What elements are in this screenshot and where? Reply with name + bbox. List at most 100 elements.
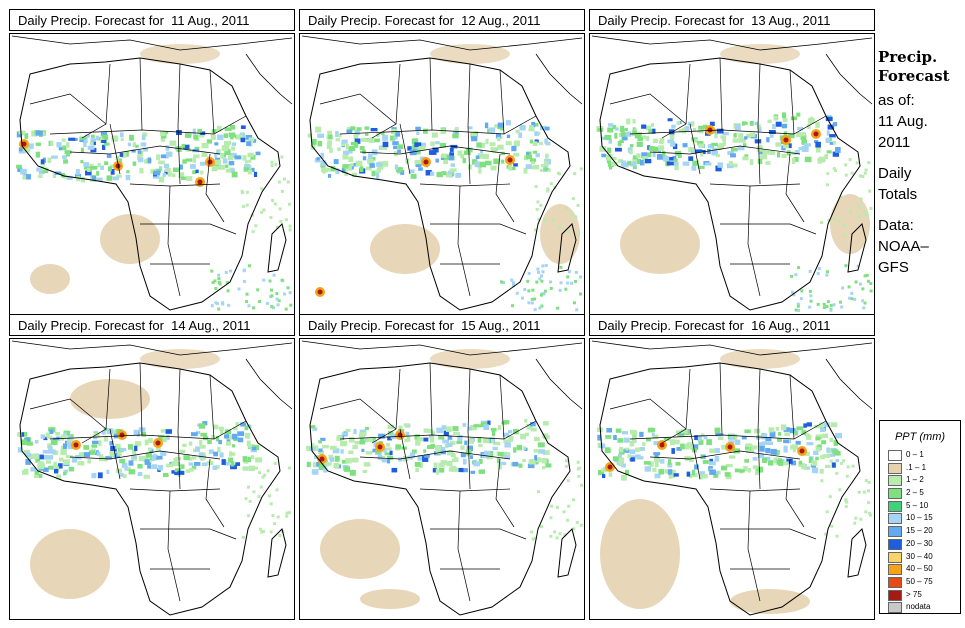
precip-cell: [711, 142, 718, 147]
precip-cell: [854, 280, 858, 284]
precip-cell: [837, 219, 841, 223]
dry-drizzle-area: [30, 529, 110, 599]
precip-cell: [527, 301, 531, 305]
precip-cell: [365, 166, 372, 171]
precip-cell: [214, 142, 219, 146]
precip-cell: [265, 301, 269, 305]
precip-cell: [237, 431, 245, 437]
precip-cell: [101, 430, 106, 435]
precip-cell: [739, 137, 746, 143]
precip-cell: [862, 490, 866, 494]
precip-cell: [742, 143, 747, 147]
precip-cell: [694, 464, 699, 470]
precip-cell: [142, 147, 149, 152]
precip-cell: [490, 146, 494, 152]
precip-cell: [515, 291, 519, 295]
country-border: [430, 223, 527, 235]
precip-cell: [797, 308, 801, 312]
precip-cell: [728, 440, 735, 444]
precip-cell: [667, 139, 674, 144]
precip-cell: [89, 141, 94, 146]
precip-cell: [664, 469, 669, 474]
precip-cell: [717, 436, 724, 440]
precip-cell: [91, 473, 97, 479]
precip-cell: [863, 274, 867, 278]
precip-cell: [83, 162, 89, 167]
precip-cell: [675, 462, 681, 466]
precip-cell: [240, 422, 246, 427]
precip-cell: [188, 462, 194, 466]
precip-cell: [766, 137, 770, 143]
precip-cell: [682, 143, 688, 148]
precip-cell: [767, 119, 772, 124]
precip-cell: [401, 446, 408, 450]
precip-cell: [315, 126, 322, 133]
precip-cell: [382, 134, 389, 141]
precip-cell: [535, 153, 540, 158]
precip-cell: [288, 228, 292, 232]
precip-cell: [680, 443, 685, 450]
dry-drizzle-area: [320, 519, 400, 579]
precip-cell: [770, 448, 777, 455]
precip-cell: [359, 146, 365, 151]
precip-cell: [430, 436, 435, 443]
precip-cell: [410, 149, 417, 156]
precip-cell: [848, 158, 852, 162]
precip-cell: [90, 138, 97, 144]
precip-cell: [531, 288, 535, 292]
precip-cell: [449, 148, 454, 153]
precip-cell: [446, 443, 453, 448]
precip-cell: [252, 306, 256, 310]
precip-cell: [149, 448, 154, 454]
precip-cell: [760, 154, 767, 160]
precip-cell: [732, 138, 740, 143]
precip-cell: [242, 466, 249, 471]
precip-cell: [409, 169, 415, 174]
precip-cell: [217, 280, 221, 284]
dry-drizzle-area: [600, 499, 680, 609]
precip-cell: [243, 166, 250, 172]
precip-cell: [499, 461, 507, 466]
precip-cell: [814, 140, 819, 144]
precip-cell: [475, 155, 480, 160]
country-border: [139, 57, 143, 131]
precip-cell: [278, 207, 282, 211]
precip-cell: [370, 128, 378, 132]
precip-cell: [255, 457, 263, 463]
precip-cell: [63, 472, 67, 476]
precip-cell: [501, 280, 505, 284]
precip-cell: [832, 303, 836, 307]
precip-cell: [792, 448, 796, 453]
precip-cell: [782, 112, 787, 119]
precip-cell: [769, 431, 776, 438]
precip-cell: [575, 520, 579, 524]
precip-cell: [138, 157, 144, 163]
precip-cell: [617, 159, 623, 163]
precip-cell: [826, 150, 832, 154]
precip-cell: [797, 126, 804, 131]
dry-drizzle-area: [720, 349, 800, 369]
precip-cell: [340, 442, 347, 447]
precip-cell: [761, 433, 768, 440]
precip-cell: [359, 440, 366, 445]
precip-cell: [537, 217, 541, 221]
precip-cell: [783, 427, 790, 432]
precip-cell: [414, 142, 422, 148]
precip-cell: [208, 449, 214, 454]
precip-cell: [698, 474, 703, 480]
precip-map: [299, 338, 585, 620]
precip-cell: [446, 450, 454, 456]
precip-cell: [273, 202, 277, 206]
precip-cell: [418, 167, 423, 171]
precip-cell: [795, 440, 801, 445]
forecast-panel-4: Daily Precip. Forecast for 14 Aug., 2011: [9, 314, 295, 620]
precip-cell: [189, 467, 194, 472]
precip-cell: [242, 155, 247, 161]
precip-cell: [25, 147, 30, 153]
precip-cell: [317, 141, 323, 147]
precip-cell: [826, 172, 830, 176]
precip-cell: [697, 165, 705, 169]
dry-drizzle-area: [100, 214, 160, 264]
precip-cell: [743, 121, 748, 125]
